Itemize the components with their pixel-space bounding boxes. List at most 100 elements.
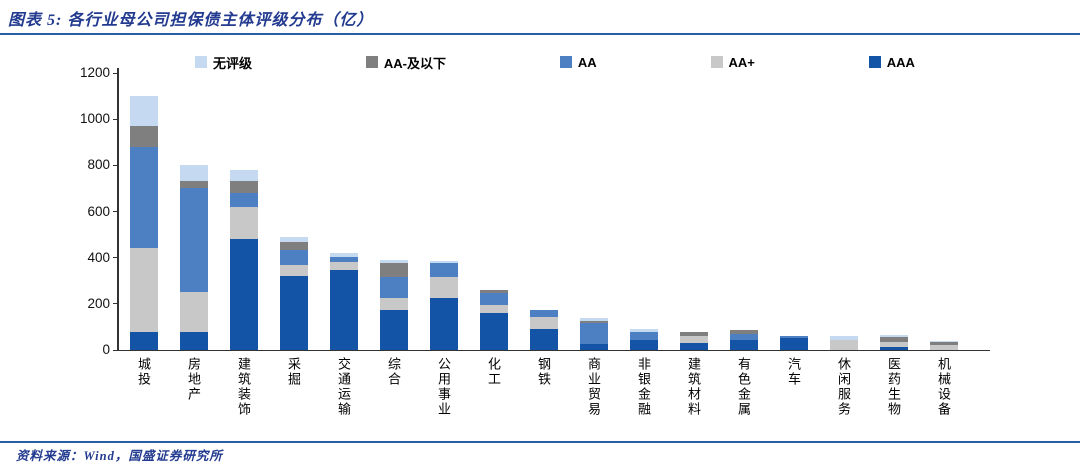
bar-segment-无评级 <box>180 165 208 182</box>
y-axis-tick <box>113 72 118 74</box>
x-axis-label: 交通运输 <box>336 357 351 417</box>
bar-segment-AAA <box>230 239 258 350</box>
legend-label: AAA <box>886 54 915 70</box>
bar-segment-AA <box>280 249 308 265</box>
bar-segment-AA-及以下 <box>280 241 308 250</box>
x-axis-label: 非银金融 <box>636 357 651 417</box>
bar-segment-AA+ <box>130 248 158 332</box>
bar-segment-AAA <box>180 331 208 350</box>
bar-segment-AA-及以下 <box>480 289 508 294</box>
bar-segment-AA+ <box>830 339 858 350</box>
bar-segment-AA-及以下 <box>880 337 908 342</box>
x-axis-label: 有色金属 <box>736 357 751 417</box>
bar-segment-AA+ <box>180 292 208 332</box>
legend-item-AA-及以下: AA-及以下 <box>365 53 446 72</box>
x-axis-label: 化工 <box>486 357 501 387</box>
bar-segment-AA <box>480 293 508 305</box>
bar-segment-AA+ <box>530 316 558 330</box>
y-axis-tick <box>113 349 118 351</box>
bar-segment-AAA <box>630 339 658 350</box>
legend-label: AA-及以下 <box>383 55 446 71</box>
bar-segment-AA-及以下 <box>180 181 208 189</box>
x-axis-label: 城投 <box>136 357 151 387</box>
bar-segment-AA <box>180 188 208 293</box>
y-axis-tick-label: 600 <box>87 203 110 219</box>
bar-segment-无评级 <box>330 253 358 257</box>
x-axis-label: 机械设备 <box>936 357 951 417</box>
bar-segment-AAA <box>480 313 508 350</box>
bar-segment-AAA <box>580 344 608 350</box>
bar-segment-AA+ <box>880 341 908 347</box>
bar-segment-AA <box>530 309 558 317</box>
y-axis-tick-label: 1000 <box>79 111 110 127</box>
x-axis-label: 休闲服务 <box>836 357 851 417</box>
y-axis-tick <box>113 257 118 259</box>
bar-segment-无评级 <box>430 261 458 264</box>
bar-segment-AA+ <box>330 262 358 271</box>
y-axis-tick-label: 800 <box>87 157 110 173</box>
bar-segment-AA <box>230 193 258 207</box>
bar-segment-AA-及以下 <box>930 341 958 346</box>
bar-segment-AAA <box>130 331 158 350</box>
source-note: 资料来源：Wind，国盛证券研究所 <box>16 449 223 463</box>
bar-segment-AA-及以下 <box>680 331 708 337</box>
bar-segment-AA-及以下 <box>380 263 408 278</box>
bar-segment-AAA <box>880 346 908 350</box>
legend-item-AA: AA <box>559 54 597 70</box>
y-axis-tick <box>113 164 118 166</box>
y-axis-tick-label: 400 <box>87 249 110 265</box>
bar-segment-AA <box>580 323 608 345</box>
bar-segment-AAA <box>430 298 458 350</box>
x-axis-line <box>118 349 990 351</box>
x-axis-label: 建筑材料 <box>686 357 701 417</box>
bar-segment-AAA <box>380 309 408 350</box>
x-axis-label: 采掘 <box>286 357 301 387</box>
bar-segment-无评级 <box>830 336 858 340</box>
x-axis-label: 商业贸易 <box>586 357 601 417</box>
legend-item-AA+: AA+ <box>710 54 755 70</box>
x-axis-label: 建筑装饰 <box>236 357 251 417</box>
x-axis-label: 医药生物 <box>886 357 901 417</box>
legend-label: AA+ <box>728 54 755 70</box>
bar-segment-AA <box>630 331 658 340</box>
footer-divider <box>0 441 1080 443</box>
bar-segment-AA+ <box>680 336 708 344</box>
y-axis-tick <box>113 303 118 305</box>
bar-segment-AA <box>430 263 458 278</box>
bar-segment-AA+ <box>230 206 258 240</box>
bar-segment-无评级 <box>130 96 158 127</box>
bar-segment-AA+ <box>280 264 308 277</box>
bar-segment-AA+ <box>430 277 458 299</box>
bar-segment-AAA <box>680 343 708 350</box>
y-axis-tick <box>113 211 118 212</box>
x-axis-label: 综合 <box>386 357 401 387</box>
x-axis-label: 房地产 <box>186 357 201 402</box>
y-axis-tick <box>113 118 118 120</box>
bar-segment-无评级 <box>880 334 908 338</box>
figure-title: 图表 5: 各行业母公司担保债主体评级分布（亿） <box>8 12 374 29</box>
bar-segment-AA-及以下 <box>730 330 758 334</box>
bar-segment-AA+ <box>930 345 958 350</box>
legend-label: AA <box>577 54 597 70</box>
legend-swatch-icon <box>559 56 572 68</box>
bar-segment-AAA <box>780 338 808 350</box>
bar-segment-无评级 <box>380 259 408 264</box>
bar-segment-无评级 <box>280 236 308 242</box>
bar-segment-无评级 <box>580 317 608 322</box>
bar-segment-AA+ <box>480 304 508 314</box>
legend-swatch-icon <box>195 56 207 68</box>
bar-segment-AA <box>130 146 158 249</box>
bar-segment-AA <box>780 336 808 339</box>
bar-segment-AA <box>380 277 408 299</box>
x-axis-label: 汽车 <box>786 357 801 387</box>
bar-segment-AA-及以下 <box>230 181 258 194</box>
legend-item-AAA: AAA <box>868 54 915 70</box>
x-axis-label: 钢铁 <box>536 357 551 387</box>
y-axis-tick-label: 1200 <box>79 65 110 80</box>
legend-item-无评级: 无评级 <box>195 53 252 72</box>
bar-segment-AA <box>730 333 758 340</box>
chart-legend: 无评级 AA-及以下 AA AA+ AAA <box>195 52 915 72</box>
legend-swatch-icon <box>710 56 723 68</box>
